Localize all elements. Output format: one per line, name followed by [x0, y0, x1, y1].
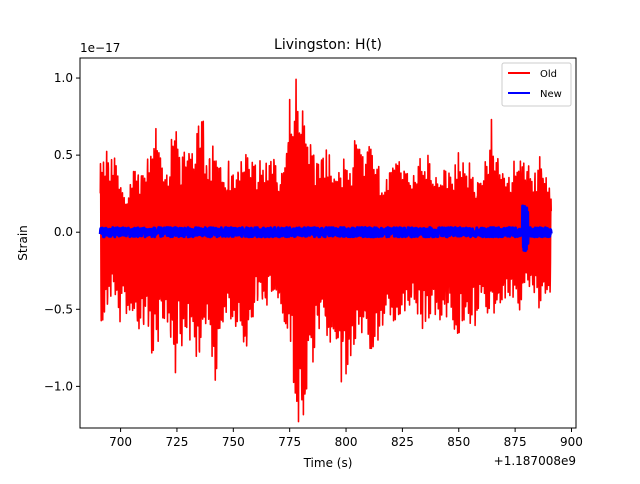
legend-label-new: New	[540, 89, 562, 100]
y-tick-label: 0.0	[54, 225, 73, 239]
y-tick-label: −1.0	[44, 379, 73, 393]
x-tick-label: 900	[560, 435, 583, 449]
series-layer	[98, 78, 553, 423]
series-new-line	[98, 204, 553, 253]
x-tick-label: 800	[335, 435, 358, 449]
chart-title: Livingston: H(t)	[274, 37, 382, 53]
y-axis: −1.0 −0.5 0.0 0.5 1.0	[44, 71, 80, 393]
x-offset-label: +1.187008e9	[494, 454, 576, 468]
y-scale-label: 1e−17	[80, 41, 120, 55]
y-tick-label: 0.5	[54, 148, 73, 162]
x-axis: 700 725 750 775 800 825 850 875 900	[109, 428, 583, 449]
y-tick-label: 1.0	[54, 71, 73, 85]
plot-area	[79, 57, 577, 429]
x-tick-label: 825	[391, 435, 414, 449]
x-tick-label: 750	[222, 435, 245, 449]
x-tick-label: 875	[504, 435, 527, 449]
x-tick-label: 700	[109, 435, 132, 449]
legend: Old New	[501, 62, 572, 107]
x-tick-label: 775	[278, 435, 301, 449]
plot-frame	[79, 57, 577, 429]
y-tick-label: −0.5	[44, 302, 73, 316]
y-axis-label: Strain	[16, 225, 30, 261]
series-old-line	[99, 78, 552, 423]
x-tick-label: 725	[165, 435, 188, 449]
x-axis-label: Time (s)	[303, 456, 353, 470]
x-tick-label: 850	[447, 435, 470, 449]
legend-label-old: Old	[540, 69, 557, 80]
